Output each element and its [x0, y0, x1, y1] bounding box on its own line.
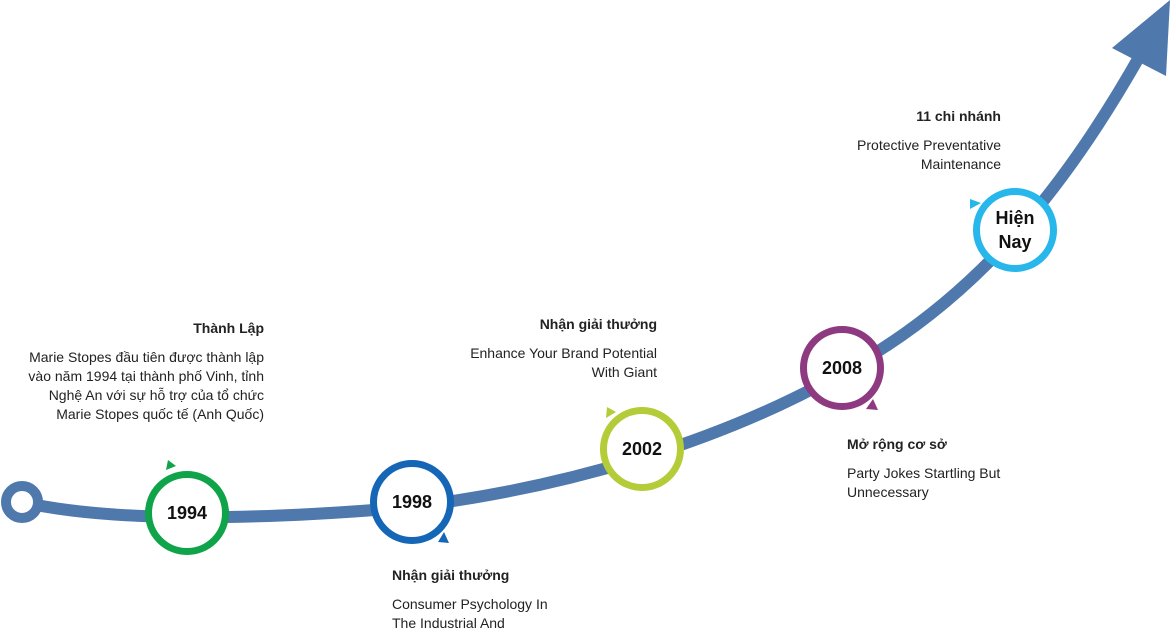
milestone-1998-label: 1998 [391, 492, 433, 512]
marker-triangle-2008 [866, 399, 878, 410]
milestone-2008-label: 2008 [821, 358, 863, 378]
milestone-now-label: Hiện Nay [995, 208, 1035, 252]
milestone-1994-label: 1994 [166, 503, 208, 523]
info-now: 11 chi nhánh Protective Preventative Mai… [791, 107, 1001, 174]
marker-triangle-now [970, 199, 981, 209]
milestone-now: Hiện Nay [973, 188, 1057, 272]
info-2008: Mở rộng cơ sở Party Jokes Startling But … [847, 435, 1022, 502]
milestone-1998: 1998 [370, 460, 454, 544]
info-1998: Nhận giải thưởng Consumer Psychology In … [392, 566, 562, 633]
marker-triangle-1994 [166, 460, 176, 470]
info-2008-text: Party Jokes Startling But Unnecessary [847, 465, 1001, 500]
start-point [1, 481, 43, 523]
info-now-text: Protective Preventative Maintenance [857, 137, 1001, 172]
info-1994: Thành Lập Marie Stopes đầu tiên được thà… [14, 319, 264, 424]
info-2002: Nhận giải thưởng Enhance Your Brand Pote… [447, 315, 657, 382]
info-1994-title: Thành Lập [193, 320, 264, 336]
milestone-2008: 2008 [800, 326, 884, 410]
info-2002-title: Nhận giải thưởng [539, 316, 657, 332]
info-1998-title: Nhận giải thưởng [392, 567, 510, 583]
info-1998-text: Consumer Psychology In The Industrial An… [392, 596, 548, 631]
marker-triangle-2002 [606, 407, 616, 418]
info-2008-title: Mở rộng cơ sở [847, 436, 947, 452]
milestone-2002-label: 2002 [621, 439, 663, 459]
milestone-2002: 2002 [600, 407, 684, 491]
milestone-1994: 1994 [145, 471, 229, 555]
info-1994-text: Marie Stopes đầu tiên được thành lập vào… [28, 349, 264, 422]
marker-triangle-1998 [438, 532, 449, 543]
arrow-head [1112, 0, 1170, 76]
info-now-title: 11 chi nhánh [916, 108, 1001, 124]
info-2002-text: Enhance Your Brand Potential With Giant [470, 345, 657, 380]
